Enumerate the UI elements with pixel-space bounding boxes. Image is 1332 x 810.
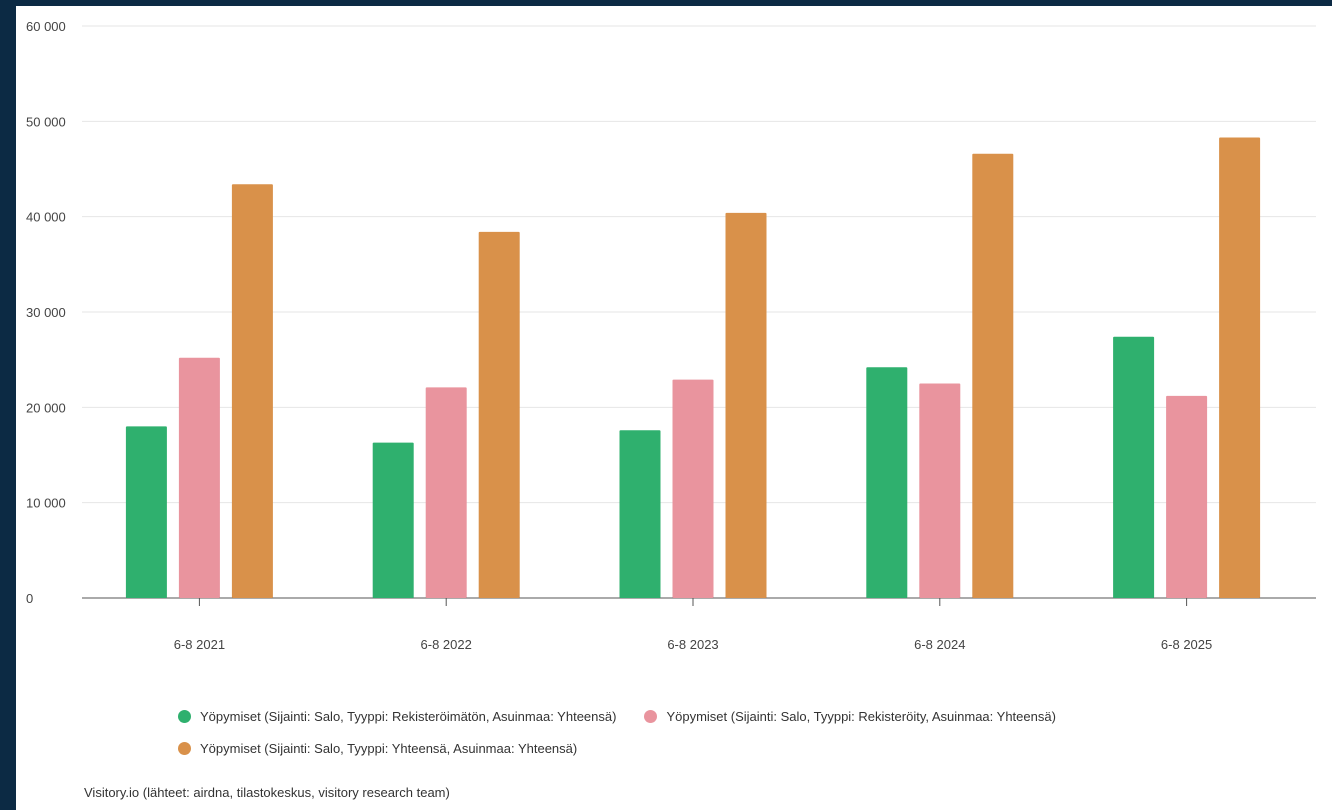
y-tick-label: 40 000 bbox=[26, 210, 66, 225]
legend-swatch-registered bbox=[644, 709, 658, 723]
bar bbox=[919, 383, 961, 598]
bar bbox=[231, 184, 273, 598]
bar bbox=[425, 387, 467, 598]
legend-row-1: Yöpymiset (Sijainti: Salo, Tyyppi: Rekis… bbox=[178, 706, 1178, 726]
bar bbox=[1113, 336, 1155, 598]
legend-label-registered: Yöpymiset (Sijainti: Salo, Tyyppi: Rekis… bbox=[666, 708, 1056, 724]
y-tick-label: 10 000 bbox=[26, 496, 66, 511]
bar bbox=[478, 231, 520, 599]
legend-item-unregistered[interactable]: Yöpymiset (Sijainti: Salo, Tyyppi: Rekis… bbox=[178, 709, 616, 724]
x-tick-label: 6-8 2021 bbox=[174, 637, 225, 652]
legend-label-unregistered: Yöpymiset (Sijainti: Salo, Tyyppi: Rekis… bbox=[200, 708, 617, 724]
legend-swatch-total bbox=[178, 741, 191, 755]
legend-label-total: Yöpymiset (Sijainti: Salo, Tyyppi: Yhtee… bbox=[200, 740, 578, 756]
y-tick-label: 60 000 bbox=[26, 19, 66, 34]
bar bbox=[866, 367, 908, 598]
bar bbox=[372, 442, 414, 598]
bar bbox=[619, 430, 661, 598]
y-tick-label: 30 000 bbox=[26, 305, 66, 320]
x-tick-label: 6-8 2025 bbox=[1161, 637, 1212, 652]
x-tick-label: 6-8 2023 bbox=[667, 637, 718, 652]
chart-panel: 0 10 000 20 000 30 000 40 000 50 000 60 000 6-8… bbox=[16, 6, 1332, 810]
x-tick-label: 6-8 2022 bbox=[421, 637, 472, 652]
legend: Yöpymiset (Sijainti: Salo, Tyyppi: Rekis… bbox=[178, 706, 1178, 770]
bar bbox=[972, 153, 1014, 598]
legend-item-total[interactable]: Yöpymiset (Sijainti: Salo, Tyyppi: Yhtee… bbox=[178, 741, 577, 756]
legend-item-registered[interactable]: Yöpymiset (Sijainti: Salo, Tyyppi: Rekis… bbox=[644, 708, 1056, 724]
bar bbox=[725, 212, 767, 598]
legend-swatch-unregistered bbox=[178, 709, 191, 723]
x-tick-label: 6-8 2024 bbox=[914, 637, 965, 652]
bar bbox=[1166, 395, 1208, 598]
bar bbox=[1219, 137, 1261, 599]
y-tick-label: 50 000 bbox=[26, 114, 66, 129]
y-tick-label: 0 bbox=[26, 591, 33, 606]
source-credit: Visitory.io (lähteet: airdna, tilastokes… bbox=[84, 785, 450, 800]
legend-row-2: Yöpymiset (Sijainti: Salo, Tyyppi: Yhtee… bbox=[178, 738, 1178, 758]
bar bbox=[672, 379, 714, 598]
bar bbox=[125, 426, 167, 598]
bar bbox=[178, 357, 220, 598]
bar-chart: 0 10 000 20 000 30 000 40 000 50 000 60 000 6-8… bbox=[26, 19, 1316, 652]
y-tick-label: 20 000 bbox=[26, 400, 66, 415]
